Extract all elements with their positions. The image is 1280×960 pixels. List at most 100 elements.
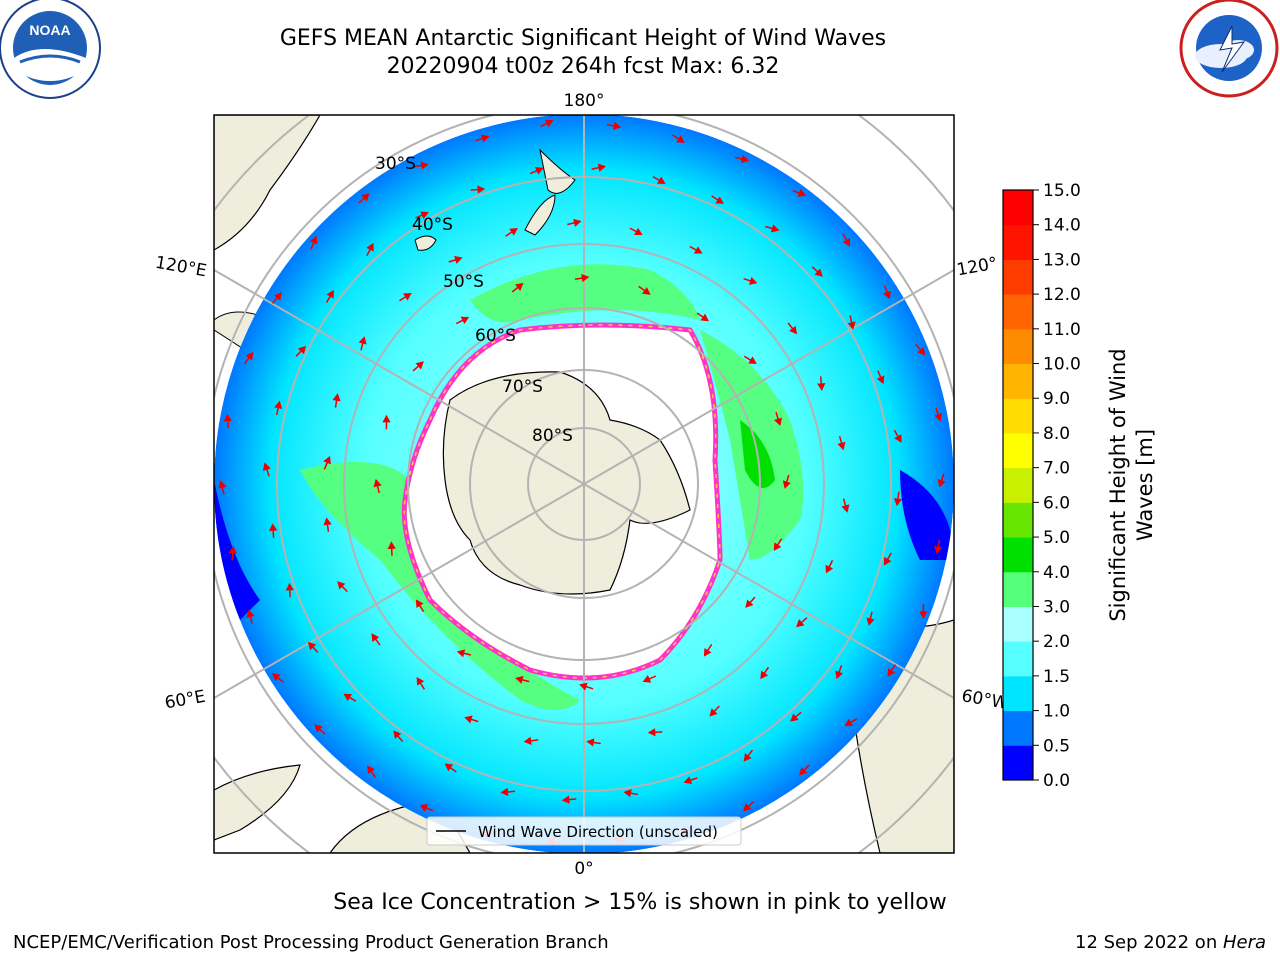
wave-arrow-head (403, 292, 412, 301)
colorbar-tick-label: 8.0 (1043, 424, 1070, 444)
wave-arrow-head (774, 417, 782, 426)
run-date-text: 12 Sep 2022 on (1075, 932, 1223, 953)
sea-ice-note: Sea Ice Concentration > 15% is shown in … (333, 890, 947, 915)
wave-arrow-head (847, 321, 856, 330)
wave-arrow-head (246, 609, 255, 618)
wave-arrow-head (866, 617, 875, 626)
colorbar-label-line1: Significant Height of Wind Waves [m] (1106, 348, 1157, 621)
wave-arrow-head (709, 708, 718, 717)
colorbar-segment (1003, 710, 1033, 746)
wave-arrow-head (835, 670, 844, 680)
wave-arrow-head (825, 564, 834, 574)
wave-arrow-head (366, 242, 374, 252)
wave-arrow-head (271, 673, 281, 682)
noaa-logo-text: NOAA (29, 22, 70, 38)
wave-arrow-head (323, 455, 331, 465)
longitude-lines (214, 115, 954, 853)
wave-arrow-head (743, 803, 752, 812)
wave-arrow-head (743, 753, 752, 762)
wave-arrow-head (223, 413, 232, 422)
chart-subtitle: 20220904 t00z 264h fcst Max: 6.32 (386, 54, 780, 79)
wave-arrow-head (367, 765, 375, 775)
colorbar-tick-label: 14.0 (1043, 216, 1081, 236)
wave-arrow-head (415, 361, 424, 370)
wave-arrow-head (515, 282, 524, 291)
legend-label: Wind Wave Direction (unscaled) (478, 823, 718, 841)
colorbar-border (1002, 189, 1034, 781)
wave-arrow-head (326, 290, 334, 299)
colorbar-tick-label: 4.0 (1043, 563, 1070, 583)
wave-arrow-head (420, 161, 429, 170)
colorbar-tick-label: 15.0 (1043, 181, 1081, 201)
colorbar-segment (1003, 328, 1033, 365)
wave-arrow-head (799, 767, 808, 776)
tasmania (414, 235, 437, 251)
lat-label-70s: 70°S (502, 377, 543, 397)
wave-arrow-head (544, 119, 554, 128)
credit-text: NCEP/EMC/Verification Post Processing Pr… (13, 932, 609, 953)
wave-arrow-head (760, 670, 769, 680)
lat-label-80s: 80°S (532, 426, 573, 446)
wave-arrow-head (893, 498, 903, 507)
wave-arrow-head (782, 480, 791, 489)
wave-arrow-head (623, 789, 632, 798)
wave-arrow-head (817, 383, 826, 391)
colorbar-segment (1003, 363, 1033, 399)
wave-arrow-head (464, 715, 473, 724)
wave-arrow-head (683, 776, 693, 785)
wave-arrow-head (934, 412, 943, 422)
wave-arrow-head (480, 134, 490, 143)
wave-arrow-head (642, 287, 651, 295)
wave-arrow-head (228, 545, 237, 554)
colorbar-label-part2: Waves [m] (1133, 429, 1157, 541)
wave-arrow-head (748, 356, 757, 364)
wave-arrow-head (268, 523, 278, 532)
australia-land (214, 115, 321, 251)
colorbar-segment (1003, 467, 1033, 503)
run-date: 12 Sep 2022 on Hera (1075, 932, 1266, 953)
wave-arrow-head (218, 480, 227, 489)
colorbar-segment (1003, 398, 1033, 434)
map-area: 30°S 40°S 50°S 60°S 70°S 80°S Wind Wave … (214, 115, 954, 853)
wave-arrow-head (500, 787, 509, 797)
wave-arrow-head (715, 196, 724, 204)
wave-arrow-head (770, 224, 780, 233)
wave-arrow-head (477, 185, 486, 194)
antarctica-land (442, 371, 691, 595)
wave-arrow-head (323, 517, 332, 526)
wave-arrow-head (634, 227, 643, 236)
wave-arrow-head (332, 393, 341, 402)
wave-arrow-head (773, 542, 782, 552)
colorbar-segment (1003, 502, 1033, 538)
wave-arrow-head (700, 313, 709, 322)
wave-arrow-head (456, 649, 466, 658)
wave-arrow-head (523, 736, 532, 745)
wave-arrow-head (343, 693, 352, 702)
colorbar-segment (1003, 259, 1033, 295)
map-legend: Wind Wave Direction (unscaled) (426, 816, 742, 846)
wave-arrow-head (382, 414, 391, 423)
lon-label-180: 180° (564, 91, 605, 111)
low-wave-edge-east (900, 470, 954, 560)
wave-arrow-head (642, 675, 652, 683)
wave-arrow-head (361, 193, 370, 202)
wave-arrow-head (876, 375, 885, 385)
lat-label-50s: 50°S (443, 272, 484, 292)
colorbar-tick-label: 0.5 (1043, 736, 1070, 756)
colorbar-segment (1003, 224, 1033, 260)
colorbar-tick-label: 11.0 (1043, 320, 1081, 340)
wave-arrow-head (887, 668, 896, 677)
colorbar-segment (1003, 432, 1033, 469)
wave-arrow-head (314, 724, 323, 733)
wave-arrow-head (415, 599, 424, 609)
map-frame (213, 114, 955, 854)
colorbar-tick-label: 3.0 (1043, 597, 1070, 617)
colorbar-segment (1003, 641, 1033, 677)
lon-label-120e: 120°E (154, 253, 208, 282)
colorbar-segment (1003, 571, 1033, 607)
wave-arrow-head (647, 728, 656, 737)
wave-arrow-head (657, 176, 666, 184)
wave-arrow-head (883, 290, 891, 300)
wave-arrow-head (358, 336, 367, 345)
